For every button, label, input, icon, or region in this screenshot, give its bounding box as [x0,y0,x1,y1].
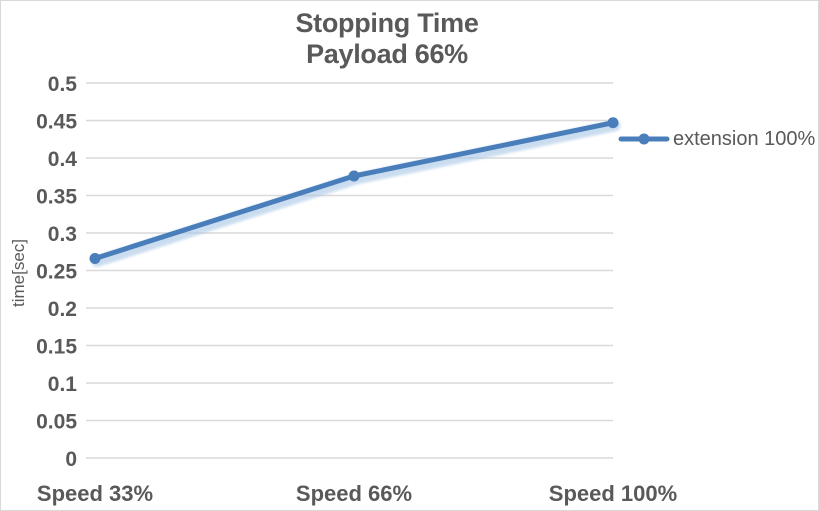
gridlines [86,82,613,459]
x-axis-tick-label: Speed 100% [549,481,677,506]
x-axis-tick-labels: Speed 33% Speed 66% Speed 100% [37,481,677,506]
series-group [89,117,621,267]
y-axis-tick-label: 0.35 [36,186,77,209]
y-axis-tick-label: 0.2 [48,298,77,321]
x-axis-tick-label: Speed 66% [296,481,412,506]
y-axis-tick-label: 0.5 [48,73,78,96]
legend-label: extension 100% [673,128,816,150]
data-point-marker [89,253,101,264]
data-point-marker [607,117,619,129]
y-axis-tick-label: 0.4 [48,148,78,171]
chart-title-line2: Payload 66% [306,39,468,69]
chart-title-line1: Stopping Time [295,8,479,38]
y-axis-tick-label: 0.1 [48,373,78,396]
data-point-marker [348,170,360,182]
y-axis-tick-label: 0.3 [48,223,77,246]
y-axis-tick-label: 0.15 [36,336,77,359]
series-line-glow [91,120,621,267]
y-axis-tick-label: 0.45 [36,111,77,134]
x-axis-tick-label: Speed 33% [37,481,153,506]
legend-line-marker-icon [618,133,670,145]
chart-title: Stopping Time Payload 66% [1,8,773,70]
y-axis-tick-label: 0 [65,448,77,471]
y-axis-tick-label: 0.05 [36,411,77,434]
y-axis-tick-label: 0.25 [36,261,77,284]
legend: extension 100% [618,127,815,151]
y-axis-tick-labels: 0 0.05 0.1 0.15 0.2 0.25 0.3 0.35 0.4 0.45 0.5 [36,73,77,471]
